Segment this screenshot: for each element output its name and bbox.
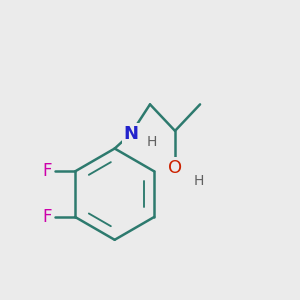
Text: H: H — [146, 135, 157, 149]
Text: F: F — [42, 162, 52, 180]
Text: H: H — [194, 174, 204, 188]
Text: F: F — [42, 208, 52, 226]
Text: N: N — [123, 125, 138, 143]
Text: O: O — [168, 159, 182, 177]
